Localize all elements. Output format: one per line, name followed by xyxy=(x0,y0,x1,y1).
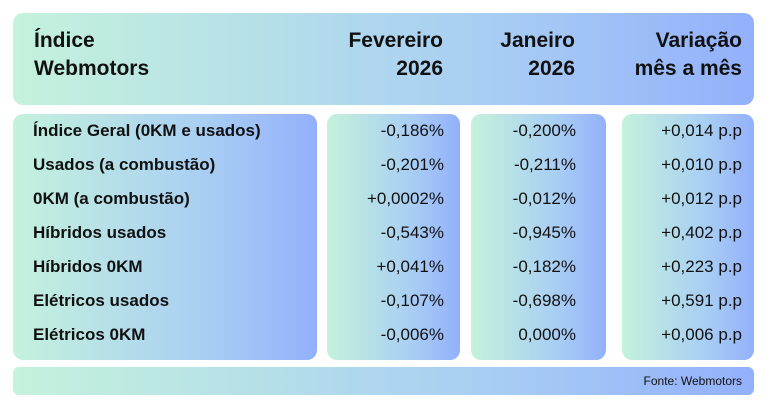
row-label: Usados (a combustão) xyxy=(33,155,216,174)
source-bar: Fonte: Webmotors xyxy=(13,367,754,395)
header-indice: Índice Webmotors xyxy=(34,27,234,83)
variacao-column: +0,014 p.p +0,010 p.p +0,012 p.p +0,402 p.p… xyxy=(622,114,754,360)
fevereiro-value: +0,041% xyxy=(376,257,444,276)
header-fevereiro: Fevereiro 2026 xyxy=(293,27,443,83)
row-label: Elétricos usados xyxy=(33,291,170,310)
row-labels-panel: Índice Geral (0KM e usados) Usados (a com… xyxy=(13,114,317,360)
fevereiro-column: -0,186% -0,201% +0,0002% -0,543% +0,041% -0,1… xyxy=(327,114,460,360)
janeiro-value: 0,000% xyxy=(518,325,576,344)
fevereiro-value: -0,186% xyxy=(380,121,444,140)
variacao-value: +0,223 p.p xyxy=(661,257,742,276)
row-label: 0KM (a combustão) xyxy=(33,189,190,208)
janeiro-value: -0,182% xyxy=(512,257,576,276)
janeiro-value: -0,012% xyxy=(512,189,576,208)
source-text: Fonte: Webmotors xyxy=(643,374,742,388)
variacao-value: +0,006 p.p xyxy=(661,325,742,344)
fevereiro-value: -0,006% xyxy=(380,325,444,344)
fevereiro-value: -0,201% xyxy=(380,155,444,174)
janeiro-value: -0,698% xyxy=(512,291,576,310)
header-janeiro-line2: 2026 xyxy=(528,57,575,80)
janeiro-value: -0,211% xyxy=(513,155,576,174)
fevereiro-value: -0,107% xyxy=(380,291,444,310)
header-fevereiro-line2: 2026 xyxy=(396,57,443,80)
variacao-value: +0,591 p.p xyxy=(661,291,742,310)
header-fevereiro-line1: Fevereiro xyxy=(348,29,443,52)
variacao-value: +0,010 p.p xyxy=(661,155,742,174)
variacao-value: +0,014 p.p xyxy=(661,121,742,140)
row-label: Híbridos 0KM xyxy=(33,257,143,276)
row-label: Índice Geral (0KM e usados) xyxy=(33,121,261,140)
table-header: Índice Webmotors Fevereiro 2026 Janeiro … xyxy=(13,13,754,105)
header-variacao-line1: Variação xyxy=(655,29,742,52)
header-indice-line1: Índice xyxy=(34,29,95,52)
janeiro-column: -0,200% -0,211% -0,012% -0,945% -0,182% -0,69… xyxy=(471,114,606,360)
header-janeiro-line1: Janeiro xyxy=(500,29,575,52)
variacao-value: +0,012 p.p xyxy=(661,189,742,208)
fevereiro-value: -0,543% xyxy=(380,223,444,242)
row-label: Híbridos usados xyxy=(33,223,167,242)
fevereiro-value: +0,0002% xyxy=(366,189,444,208)
header-variacao: Variação mês a mês xyxy=(582,27,742,83)
header-variacao-line2: mês a mês xyxy=(634,57,742,80)
janeiro-value: -0,945% xyxy=(512,223,576,242)
janeiro-value: -0,200% xyxy=(512,121,576,140)
row-label: Elétricos 0KM xyxy=(33,325,146,344)
header-indice-line2: Webmotors xyxy=(34,57,150,80)
variacao-value: +0,402 p.p xyxy=(661,223,742,242)
header-janeiro: Janeiro 2026 xyxy=(435,27,575,83)
